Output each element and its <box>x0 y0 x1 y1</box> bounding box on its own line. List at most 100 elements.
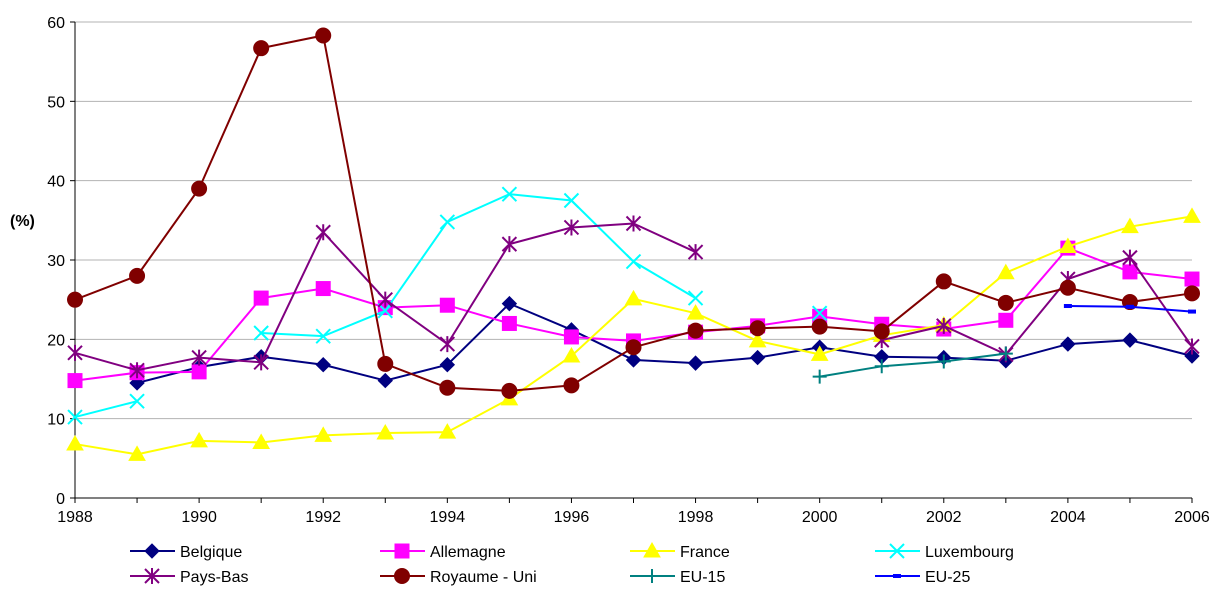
data-point-belgique <box>687 355 704 371</box>
data-point-allemagne <box>1184 271 1200 287</box>
series-belgique <box>129 295 1200 391</box>
data-point-luxembourg <box>129 393 145 409</box>
x-tick-label: 1994 <box>430 509 466 526</box>
y-tick-label: 50 <box>47 94 65 111</box>
y-tick-label: 20 <box>47 332 65 349</box>
data-point-allemagne <box>439 297 455 313</box>
legend-item-eu-25: EU-25 <box>875 569 970 586</box>
y-tick-label: 0 <box>56 491 65 508</box>
data-point-pays-bas <box>315 224 331 241</box>
data-point-royaume-uni <box>935 273 952 290</box>
data-point-royaume-uni <box>749 320 766 337</box>
data-point-pays-bas <box>1122 249 1138 266</box>
data-point-royaume-uni <box>687 322 704 339</box>
legend-label: EU-25 <box>925 569 970 586</box>
data-point-royaume-uni <box>377 355 394 372</box>
data-point-france <box>1059 237 1077 254</box>
data-point-allemagne <box>191 364 207 380</box>
x-tick-label: 1996 <box>554 509 590 526</box>
x-tick-label: 1990 <box>181 509 217 526</box>
data-point-royaume-uni <box>439 379 456 396</box>
data-point-allemagne <box>315 281 331 297</box>
x-tick-label: 2002 <box>926 509 962 526</box>
data-point-belgique <box>1184 348 1200 364</box>
series-pays-bas <box>67 215 1200 379</box>
x-tick-label: 2000 <box>802 509 838 526</box>
data-point-france <box>562 346 581 363</box>
y-axis-label: (%) <box>10 213 35 230</box>
data-point-belgique <box>749 349 766 366</box>
data-point-luxembourg <box>625 253 642 270</box>
legend-marker <box>889 543 905 559</box>
y-tick-label: 40 <box>47 174 65 191</box>
data-point-belgique <box>1060 336 1076 352</box>
legend-item-belgique: Belgique <box>130 543 242 561</box>
data-point-pays-bas <box>191 349 207 366</box>
legend-marker <box>394 543 410 559</box>
data-point-france <box>314 426 333 442</box>
legend-marker <box>643 541 661 558</box>
x-tick-label: 1992 <box>305 509 341 526</box>
legend-label: Belgique <box>180 544 242 561</box>
legend-label: France <box>680 544 730 561</box>
data-point-royaume-uni <box>1059 279 1076 296</box>
data-point-belgique <box>501 295 518 312</box>
series-line-luxembourg <box>74 400 138 419</box>
y-tick-label: 60 <box>47 15 65 32</box>
series-line-luxembourg <box>261 193 697 338</box>
data-point-royaume-uni <box>129 267 146 284</box>
data-point-royaume-uni <box>625 339 642 356</box>
y-tick-label: 30 <box>47 253 65 270</box>
series-line-pays-bas <box>881 256 1193 356</box>
data-point-pays-bas <box>129 362 145 379</box>
data-point-luxembourg <box>377 303 393 319</box>
series-line-belgique <box>136 302 1193 384</box>
data-point-allemagne <box>998 312 1014 328</box>
data-point-pays-bas <box>439 336 456 353</box>
data-point-eu-25 <box>1188 309 1196 314</box>
data-point-royaume-uni <box>315 27 332 44</box>
data-point-luxembourg <box>253 325 269 341</box>
data-point-royaume-uni <box>67 291 83 308</box>
data-point-belgique <box>625 352 642 368</box>
x-tick-label: 1988 <box>57 509 93 526</box>
data-point-allemagne <box>501 315 517 331</box>
data-point-allemagne <box>253 290 269 306</box>
data-point-pays-bas <box>625 215 642 232</box>
legend-item-luxembourg: Luxembourg <box>875 543 1014 561</box>
data-point-luxembourg <box>687 290 704 306</box>
data-point-eu-15 <box>936 354 951 369</box>
legend-item-france: France <box>630 541 730 561</box>
data-point-france <box>66 435 84 451</box>
data-point-royaume-uni <box>873 323 890 340</box>
data-point-luxembourg <box>563 192 580 209</box>
legend-item-pays-bas: Pays-Bas <box>130 568 248 586</box>
data-point-france <box>748 331 767 348</box>
data-point-france <box>438 423 457 439</box>
data-point-pays-bas <box>67 344 83 361</box>
legend-marker <box>144 568 160 584</box>
data-point-eu-15 <box>812 369 827 384</box>
data-point-luxembourg <box>439 214 456 230</box>
x-tick-label: 2006 <box>1174 509 1210 526</box>
data-point-royaume-uni <box>191 180 208 197</box>
data-point-pays-bas <box>501 236 518 253</box>
data-point-france <box>810 345 829 361</box>
axes: 0 10 20 30 40 50 60 1988 1990 1992 1994 1996 1998 200… <box>47 15 1210 526</box>
gridlines <box>75 21 1192 420</box>
legend-label: EU-15 <box>680 569 725 586</box>
data-point-pays-bas <box>1184 338 1200 355</box>
data-point-luxembourg <box>315 328 331 344</box>
legend-label: Allemagne <box>430 544 506 561</box>
data-point-eu-25 <box>1063 304 1072 309</box>
data-point-france <box>996 263 1015 280</box>
legend-marker <box>144 543 160 559</box>
data-point-royaume-uni <box>811 318 828 335</box>
legend-marker <box>893 574 901 578</box>
data-point-luxembourg <box>67 409 83 425</box>
legend-marker <box>645 569 659 583</box>
data-point-royaume-uni <box>997 294 1014 311</box>
series-france <box>66 207 1201 461</box>
data-point-pays-bas <box>687 244 704 261</box>
